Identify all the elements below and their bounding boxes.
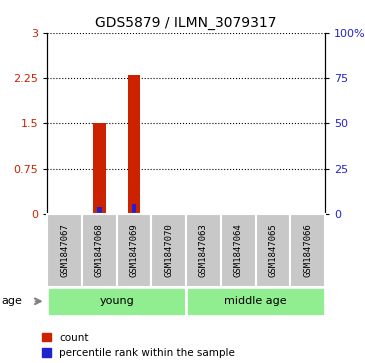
Bar <box>186 287 325 316</box>
Text: GSM1847066: GSM1847066 <box>303 224 312 277</box>
Bar <box>221 214 255 287</box>
Text: young: young <box>99 296 134 306</box>
Bar <box>151 214 186 287</box>
Legend: count, percentile rank within the sample: count, percentile rank within the sample <box>42 333 235 358</box>
Bar <box>128 75 140 214</box>
Text: GSM1847067: GSM1847067 <box>60 224 69 277</box>
Bar <box>47 214 82 287</box>
Bar <box>271 213 275 214</box>
Bar <box>93 123 105 214</box>
Text: GSM1847070: GSM1847070 <box>164 224 173 277</box>
Bar <box>117 214 151 287</box>
Bar <box>97 207 101 214</box>
Bar <box>186 214 221 287</box>
Bar <box>132 204 136 214</box>
Bar <box>290 214 325 287</box>
Text: age: age <box>2 296 23 306</box>
Text: GSM1847063: GSM1847063 <box>199 224 208 277</box>
Text: GSM1847069: GSM1847069 <box>130 224 139 277</box>
Text: GSM1847068: GSM1847068 <box>95 224 104 277</box>
Text: GSM1847065: GSM1847065 <box>268 224 277 277</box>
Bar <box>82 214 117 287</box>
Bar <box>47 287 186 316</box>
Title: GDS5879 / ILMN_3079317: GDS5879 / ILMN_3079317 <box>95 16 277 30</box>
Text: middle age: middle age <box>224 296 287 306</box>
Text: GSM1847064: GSM1847064 <box>234 224 243 277</box>
Bar <box>255 214 290 287</box>
